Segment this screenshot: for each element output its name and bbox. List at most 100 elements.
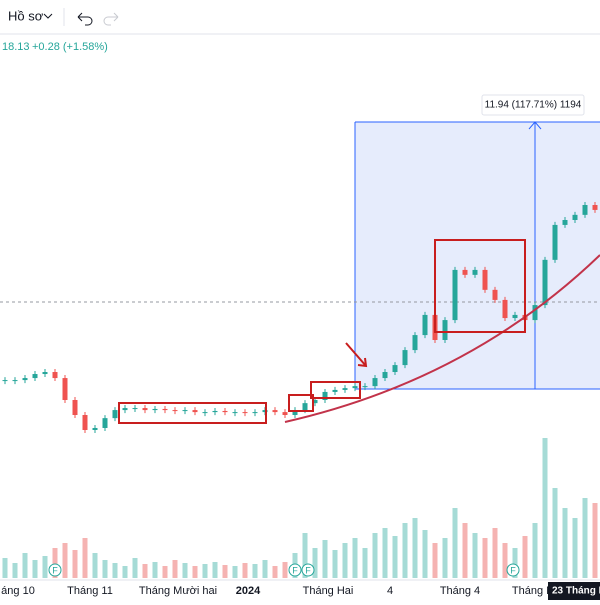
candle bbox=[442, 320, 448, 340]
time-label: Tháng 4 bbox=[440, 585, 480, 597]
volume-bar bbox=[242, 563, 248, 578]
candle bbox=[102, 418, 108, 428]
candle bbox=[482, 269, 488, 290]
profile-button[interactable]: Hồ sơ bbox=[8, 8, 44, 23]
volume-bar bbox=[72, 550, 78, 578]
candle bbox=[582, 205, 588, 215]
candle bbox=[312, 400, 318, 404]
volume-bar bbox=[562, 508, 568, 578]
candle bbox=[232, 412, 238, 414]
volume-bar bbox=[552, 488, 558, 578]
volume-bar bbox=[262, 560, 268, 578]
volume-bar bbox=[22, 553, 28, 578]
volume-bar bbox=[122, 566, 128, 578]
highlight-box bbox=[434, 239, 526, 333]
volume-bar bbox=[522, 536, 528, 578]
candle bbox=[242, 412, 248, 414]
candle bbox=[562, 220, 568, 225]
redo-button[interactable] bbox=[103, 12, 119, 26]
candle bbox=[2, 380, 8, 382]
candle bbox=[282, 412, 288, 415]
candle bbox=[302, 403, 308, 411]
undo-button[interactable] bbox=[77, 12, 93, 26]
candle bbox=[132, 408, 138, 410]
candle bbox=[192, 410, 198, 413]
volume-bar bbox=[362, 548, 368, 578]
volume-bar bbox=[412, 518, 418, 578]
volume-bar bbox=[542, 438, 548, 578]
volume-bar bbox=[82, 538, 88, 578]
volume-bar bbox=[352, 538, 358, 578]
event-marker bbox=[288, 563, 302, 577]
volume-bar bbox=[42, 556, 48, 578]
volume-bar bbox=[502, 543, 508, 578]
candle bbox=[162, 408, 168, 411]
candle bbox=[322, 391, 328, 400]
measure-arrow-head bbox=[528, 121, 542, 130]
cursor-label: 23 Tháng N bbox=[552, 586, 600, 597]
candle bbox=[62, 378, 68, 400]
volume-bar bbox=[442, 538, 448, 578]
volume-bar bbox=[252, 564, 258, 578]
volume-bar bbox=[582, 498, 588, 578]
volume-bar bbox=[422, 530, 428, 578]
volume-layer bbox=[2, 438, 598, 578]
time-label: áng 10 bbox=[1, 585, 35, 597]
volume-bar bbox=[472, 533, 478, 578]
volume-bar bbox=[492, 528, 498, 578]
time-label: Tháng Mười hai bbox=[139, 585, 217, 597]
volume-bar bbox=[112, 563, 118, 578]
quote-change: +0.28 (+1.58%) bbox=[32, 41, 108, 53]
volume-bar bbox=[452, 508, 458, 578]
event-label: F bbox=[52, 565, 58, 575]
trend-curve bbox=[284, 254, 600, 423]
volume-bar bbox=[162, 566, 168, 578]
candle bbox=[72, 400, 78, 415]
volume-bar bbox=[272, 566, 278, 578]
volume-bar bbox=[282, 562, 288, 578]
volume-bar bbox=[212, 562, 218, 578]
candle bbox=[462, 269, 468, 275]
candle bbox=[272, 410, 278, 413]
event-label: F bbox=[305, 565, 311, 575]
volume-bar bbox=[322, 540, 328, 578]
candle bbox=[472, 269, 478, 275]
volume-bar bbox=[512, 548, 518, 578]
highlight-box bbox=[288, 394, 314, 412]
volume-bar bbox=[172, 560, 178, 578]
volume-bar bbox=[92, 553, 98, 578]
candle bbox=[532, 305, 538, 321]
candle bbox=[352, 386, 358, 389]
candle bbox=[402, 350, 408, 366]
candle bbox=[552, 224, 558, 260]
candle bbox=[422, 314, 428, 336]
candle bbox=[592, 205, 598, 210]
volume-bar bbox=[32, 560, 38, 578]
candle bbox=[142, 408, 148, 411]
event-marker bbox=[301, 563, 315, 577]
candle bbox=[222, 410, 228, 413]
volume-bar bbox=[302, 533, 308, 578]
volume-bar bbox=[482, 538, 488, 578]
candle bbox=[382, 372, 388, 379]
volume-bar bbox=[372, 533, 378, 578]
volume-bar bbox=[62, 543, 68, 578]
candle bbox=[112, 410, 118, 419]
volume-bar bbox=[142, 564, 148, 578]
dropdown-icon[interactable] bbox=[43, 13, 53, 19]
time-label: 4 bbox=[387, 585, 393, 597]
candle bbox=[12, 380, 18, 382]
candle bbox=[342, 388, 348, 390]
volume-bar bbox=[332, 550, 338, 578]
candle bbox=[182, 410, 188, 412]
highlight-box bbox=[118, 402, 267, 424]
candle bbox=[392, 365, 398, 373]
candle bbox=[512, 314, 518, 319]
volume-bar bbox=[342, 543, 348, 578]
volume-bar bbox=[202, 564, 208, 578]
event-marker bbox=[506, 563, 520, 577]
candle bbox=[212, 410, 218, 413]
volume-bar bbox=[462, 523, 468, 578]
time-label: 2024 bbox=[236, 585, 261, 597]
